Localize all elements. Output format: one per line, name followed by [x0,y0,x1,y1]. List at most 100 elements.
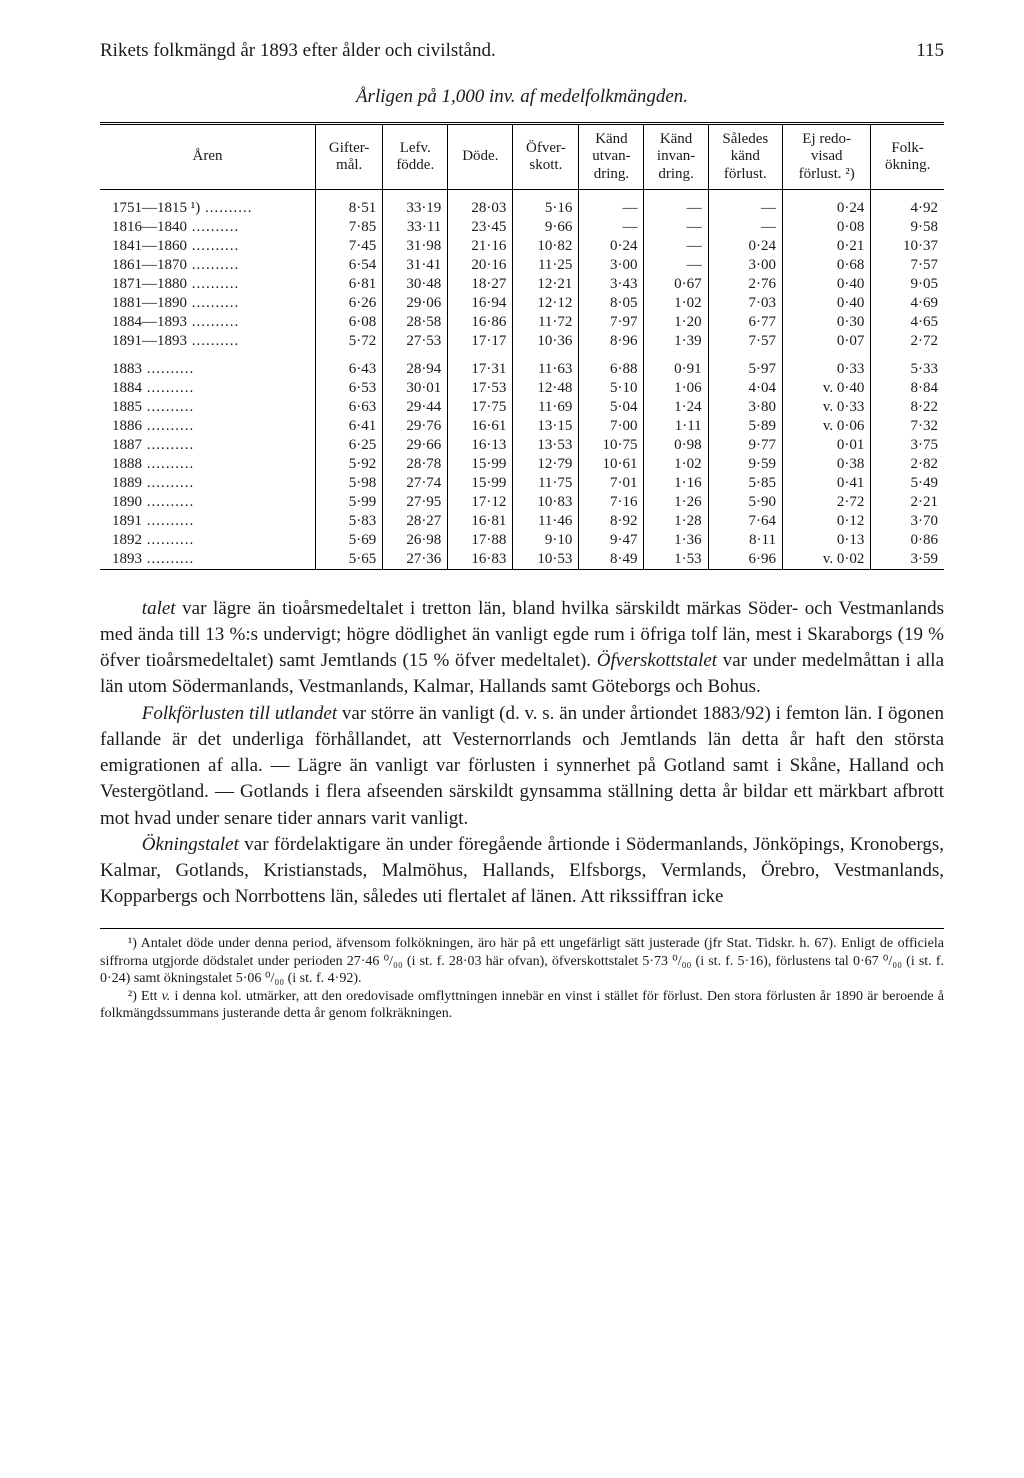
table-cell: 17·12 [448,493,513,512]
table-cell: v. 0·40 [783,379,871,398]
table-cell: 17·75 [448,398,513,417]
table-cell: 8·05 [579,294,644,313]
data-table-wrap: ÅrenGifter-mål.Lefv.födde.Döde.Öfver-sko… [100,122,944,570]
table-cell: 20·16 [448,256,513,275]
table-cell: 29·06 [383,294,448,313]
table-cell: 3·75 [871,436,944,455]
table-cell: 10·36 [513,332,579,351]
table-cell: 9·59 [708,455,782,474]
table-cell: 10·37 [871,237,944,256]
table-row: 1887 ..........6·2529·6616·1313·5310·750… [100,436,944,455]
table-cell: 1881—1890 .......... [100,294,316,313]
table-cell: 28·94 [383,351,448,379]
table-cell: 7·32 [871,417,944,436]
table-cell: 1·02 [644,455,708,474]
table-cell: 3·59 [871,550,944,569]
table-cell: 0·21 [783,237,871,256]
table-cell: 6·81 [316,275,383,294]
table-row: 1883 ..........6·4328·9417·3111·636·880·… [100,351,944,379]
table-row: 1888 ..........5·9228·7815·9912·7910·611… [100,455,944,474]
table-row: 1889 ..........5·9827·7415·9911·757·011·… [100,474,944,493]
table-cell: 5·97 [708,351,782,379]
footnote-2c: i denna kol. utmärker, att den oredovisa… [100,989,944,1022]
table-cell: 7·00 [579,417,644,436]
footnote-2b: v. [162,989,171,1004]
table-cell: 2·72 [871,332,944,351]
table-cell: 1841—1860 .......... [100,237,316,256]
page: Rikets folkmängd år 1893 efter ålder och… [0,0,1024,1083]
table-cell: — [644,218,708,237]
table-cell: — [644,189,708,218]
table-cell: 5·89 [708,417,782,436]
table-cell: 6·77 [708,313,782,332]
table-cell: 8·92 [579,512,644,531]
footnotes: ¹) Antalet döde under denna period, äfve… [100,928,944,1023]
table-cell: 17·53 [448,379,513,398]
table-cell: 3·80 [708,398,782,417]
table-cell: — [579,218,644,237]
table-cell: 0·33 [783,351,871,379]
table-cell: 1·26 [644,493,708,512]
table-cell: 0·86 [871,531,944,550]
table-cell: 0·68 [783,256,871,275]
table-cell: 4·65 [871,313,944,332]
page-number: 115 [916,40,944,62]
table-cell: 4·69 [871,294,944,313]
table-cell: 11·46 [513,512,579,531]
table-cell: 17·17 [448,332,513,351]
table-cell: 3·43 [579,275,644,294]
table-cell: 11·72 [513,313,579,332]
table-cell: 0·67 [644,275,708,294]
table-cell: v. 0·33 [783,398,871,417]
table-row: 1885 ..........6·6329·4417·7511·695·041·… [100,398,944,417]
table-cell: 8·51 [316,189,383,218]
table-cell: 2·82 [871,455,944,474]
table-cell: 0·98 [644,436,708,455]
table-cell: 0·24 [783,189,871,218]
table-cell: 27·53 [383,332,448,351]
table-cell: 1·20 [644,313,708,332]
table-cell: 16·61 [448,417,513,436]
table-cell: 1·28 [644,512,708,531]
table-cell: 16·13 [448,436,513,455]
page-title: Rikets folkmängd år 1893 efter ålder och… [100,40,496,62]
table-cell: 1871—1880 .......... [100,275,316,294]
table-cell: 29·76 [383,417,448,436]
table-cell: 10·53 [513,550,579,569]
table-cell: — [708,218,782,237]
table-cell: 8·49 [579,550,644,569]
table-cell: 3·00 [579,256,644,275]
footnote-2: ²) Ett v. i denna kol. utmärker, att den… [100,988,944,1023]
table-cell: 28·78 [383,455,448,474]
table-header-row: ÅrenGifter-mål.Lefv.födde.Döde.Öfver-sko… [100,125,944,189]
table-cell: 31·41 [383,256,448,275]
table-cell: 23·45 [448,218,513,237]
table-cell: 9·47 [579,531,644,550]
table-cell: 26·98 [383,531,448,550]
table-cell: 6·63 [316,398,383,417]
table-row: 1881—1890 ..........6·2629·0616·9412·128… [100,294,944,313]
table-cell: 8·84 [871,379,944,398]
footnote-1: ¹) Antalet döde under denna period, äfve… [100,935,944,988]
table-cell: 0·30 [783,313,871,332]
table-cell: 2·72 [783,493,871,512]
table-cell: 2·76 [708,275,782,294]
table-subtitle: Årligen på 1,000 inv. af medelfolkmängde… [100,86,944,108]
table-cell: 5·04 [579,398,644,417]
footnote-2a: ²) Ett [128,989,162,1004]
table-cell: 5·65 [316,550,383,569]
table-cell: 5·98 [316,474,383,493]
table-cell: 0·08 [783,218,871,237]
table-cell: 6·43 [316,351,383,379]
para2-lead: Folkförlusten till utlandet [142,703,337,724]
table-cell: 16·83 [448,550,513,569]
table-cell: 1·16 [644,474,708,493]
table-cell: 11·63 [513,351,579,379]
table-cell: 11·75 [513,474,579,493]
running-head: Rikets folkmängd år 1893 efter ålder och… [100,40,944,62]
table-cell: 9·77 [708,436,782,455]
table-cell: 1884 .......... [100,379,316,398]
table-cell: 8·96 [579,332,644,351]
table-cell: 7·16 [579,493,644,512]
table-cell: 33·11 [383,218,448,237]
